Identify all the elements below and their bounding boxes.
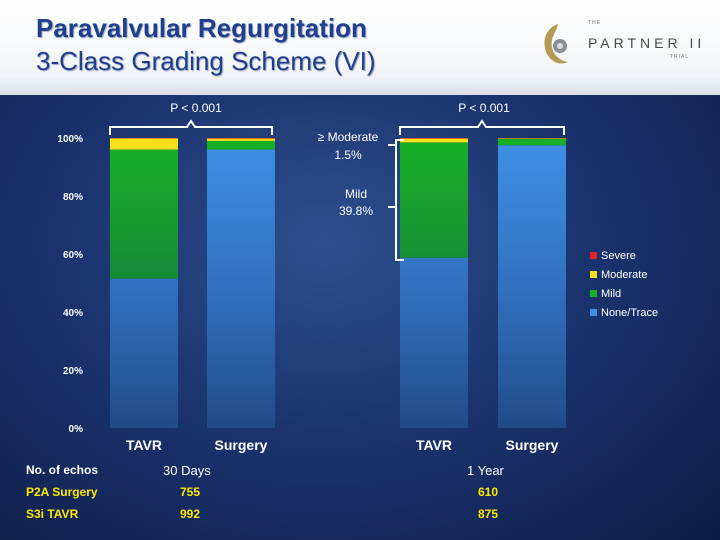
moderate-value: 1.5% <box>334 148 362 162</box>
row1-label: P2A Surgery <box>26 485 98 499</box>
bar-shade <box>110 138 178 428</box>
bar-shade <box>207 138 275 428</box>
row1-v2: 610 <box>478 485 499 499</box>
row2-label: S3i TAVR <box>26 507 79 521</box>
mild-value: 39.8% <box>339 204 373 218</box>
y-tick-label: 20% <box>63 366 83 377</box>
page-subtitle: 3-Class Grading Scheme (VI) <box>36 46 376 76</box>
row2-v2: 875 <box>478 507 499 521</box>
y-tick-label: 80% <box>63 192 83 203</box>
logo-the: THE <box>588 20 601 26</box>
logo-emblem-icon <box>544 24 568 64</box>
col2-header: 1 Year <box>467 463 504 478</box>
y-tick-label: 60% <box>63 250 83 261</box>
header-banner: Paravalvular Regurgitation 3-Class Gradi… <box>0 0 720 95</box>
legend-label: Severe <box>601 250 636 262</box>
y-tick-label: 40% <box>63 308 83 319</box>
p-bracket-1y <box>399 119 565 135</box>
row2-v1: 992 <box>180 507 201 521</box>
page-title: Paravalvular Regurgitation <box>36 13 367 43</box>
mild-label: Mild <box>345 187 367 201</box>
moderate-label: ≥ Moderate <box>318 130 379 144</box>
legend-swatch <box>590 252 597 259</box>
legend-swatch <box>590 271 597 278</box>
row1-v1: 755 <box>180 485 201 499</box>
legend-label: Mild <box>601 288 621 300</box>
logo-main: PARTNER II <box>588 35 706 51</box>
logo-trial: TRIAL <box>670 54 690 60</box>
category-label: Surgery <box>506 437 559 453</box>
p-bracket-30d <box>109 119 273 135</box>
p-value-30d: P < 0.001 <box>170 101 222 115</box>
legend-swatch <box>590 309 597 316</box>
legend-label: Moderate <box>601 269 647 281</box>
col1-header: 30 Days <box>163 463 211 478</box>
side-bracket <box>395 139 404 261</box>
bar-shade <box>400 138 468 428</box>
category-label: TAVR <box>126 437 162 453</box>
partner-logo: THE PARTNER II TRIAL <box>530 20 710 70</box>
legend-swatch <box>590 290 597 297</box>
legend-label: None/Trace <box>601 307 658 319</box>
y-tick-label: 100% <box>57 134 83 145</box>
category-label: Surgery <box>215 437 268 453</box>
p-value-1y: P < 0.001 <box>458 101 510 115</box>
echos-label: No. of echos <box>26 463 99 477</box>
bar-shade <box>498 138 566 428</box>
y-tick-label: 0% <box>69 424 84 435</box>
category-label: TAVR <box>416 437 452 453</box>
